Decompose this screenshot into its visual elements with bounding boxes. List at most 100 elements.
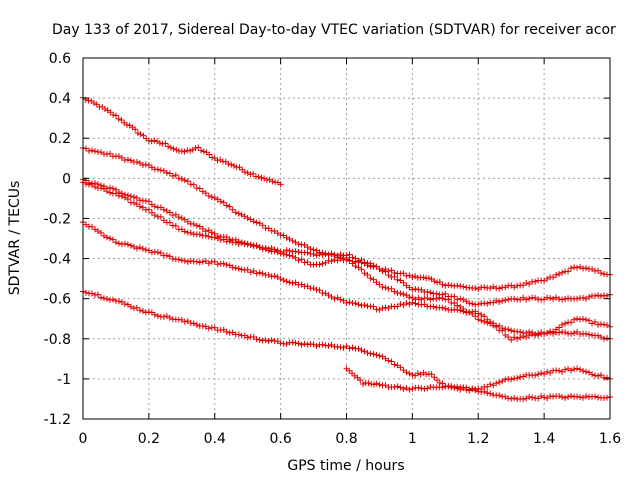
- data-point: [106, 150, 113, 157]
- data-point: [595, 372, 602, 379]
- data-point: [559, 394, 566, 401]
- data-point: [454, 296, 461, 303]
- data-point: [358, 266, 365, 273]
- data-point: [427, 289, 434, 296]
- data-point: [343, 254, 350, 261]
- data-point: [481, 300, 488, 307]
- data-point: [167, 144, 174, 151]
- data-point: [109, 296, 116, 303]
- data-point: [295, 249, 302, 256]
- data-point: [316, 250, 323, 257]
- data-point: [322, 342, 329, 349]
- data-point: [433, 290, 440, 297]
- data-point: [97, 185, 104, 192]
- data-point: [265, 272, 272, 279]
- data-point: [193, 222, 200, 229]
- data-point: [94, 291, 101, 298]
- data-point: [103, 234, 110, 241]
- data-point: [145, 206, 152, 213]
- data-point: [151, 203, 158, 210]
- data-point: [301, 340, 308, 347]
- data-point: [328, 250, 335, 257]
- data-point: [475, 301, 482, 308]
- data-point: [271, 248, 278, 255]
- data-point: [253, 336, 260, 343]
- data-point: [211, 234, 218, 241]
- data-point: [196, 185, 203, 192]
- data-point: [172, 222, 179, 229]
- data-point: [409, 385, 416, 392]
- data-point: [454, 385, 461, 392]
- data-point: [190, 181, 197, 188]
- data-point: [424, 288, 431, 295]
- data-point: [319, 251, 326, 258]
- data-point: [535, 330, 542, 337]
- data-point: [535, 371, 542, 378]
- data-point: [442, 290, 449, 297]
- data-point: [388, 285, 395, 292]
- y-tick-label: 0: [62, 171, 71, 187]
- data-point: [112, 239, 119, 246]
- data-point: [517, 334, 524, 341]
- data-point: [271, 273, 278, 280]
- data-point: [269, 178, 276, 185]
- data-point: [156, 140, 163, 147]
- data-point: [574, 264, 581, 271]
- data-point: [469, 300, 476, 307]
- data-point: [289, 280, 296, 287]
- data-point: [175, 256, 182, 263]
- data-point: [118, 193, 125, 200]
- data-point: [173, 146, 180, 153]
- data-point: [140, 132, 147, 139]
- series-2: [80, 144, 613, 293]
- data-point: [439, 295, 446, 302]
- data-point: [256, 269, 263, 276]
- y-tick-label: -1.2: [44, 412, 71, 428]
- data-point: [361, 259, 368, 266]
- data-point: [133, 245, 140, 252]
- data-point: [112, 112, 119, 119]
- data-point: [127, 242, 134, 249]
- data-point: [574, 393, 581, 400]
- y-tick-label: -0.2: [44, 211, 71, 227]
- data-point: [181, 318, 188, 325]
- data-point: [103, 295, 110, 302]
- data-point: [454, 306, 461, 313]
- data-point: [241, 169, 248, 176]
- data-point: [205, 260, 212, 267]
- data-point: [514, 375, 521, 382]
- data-point: [505, 296, 512, 303]
- data-point: [205, 233, 212, 240]
- data-point: [235, 210, 242, 217]
- data-point: [334, 343, 341, 350]
- data-point: [115, 192, 122, 199]
- data-point: [184, 147, 191, 154]
- data-point: [475, 310, 482, 317]
- data-point: [346, 299, 353, 306]
- data-point: [196, 259, 203, 266]
- data-point: [255, 173, 262, 180]
- data-point: [137, 131, 144, 138]
- data-point: [277, 275, 284, 282]
- data-point: [107, 109, 114, 116]
- data-point: [337, 296, 344, 303]
- data-point: [277, 231, 284, 238]
- data-point: [544, 368, 551, 375]
- data-point: [526, 295, 533, 302]
- data-point: [583, 316, 590, 323]
- data-point: [268, 337, 275, 344]
- data-point: [166, 314, 173, 321]
- data-point: [589, 371, 596, 378]
- data-point: [172, 172, 179, 179]
- data-point: [232, 265, 239, 272]
- x-tick-label: 1.6: [599, 431, 621, 447]
- y-tick-label: -0.4: [44, 252, 71, 268]
- data-point: [499, 297, 506, 304]
- data-point: [550, 296, 557, 303]
- data-point: [343, 299, 350, 306]
- data-point: [529, 331, 536, 338]
- data-point: [562, 320, 569, 327]
- data-point: [556, 392, 563, 399]
- data-point: [514, 335, 521, 342]
- data-point: [124, 156, 131, 163]
